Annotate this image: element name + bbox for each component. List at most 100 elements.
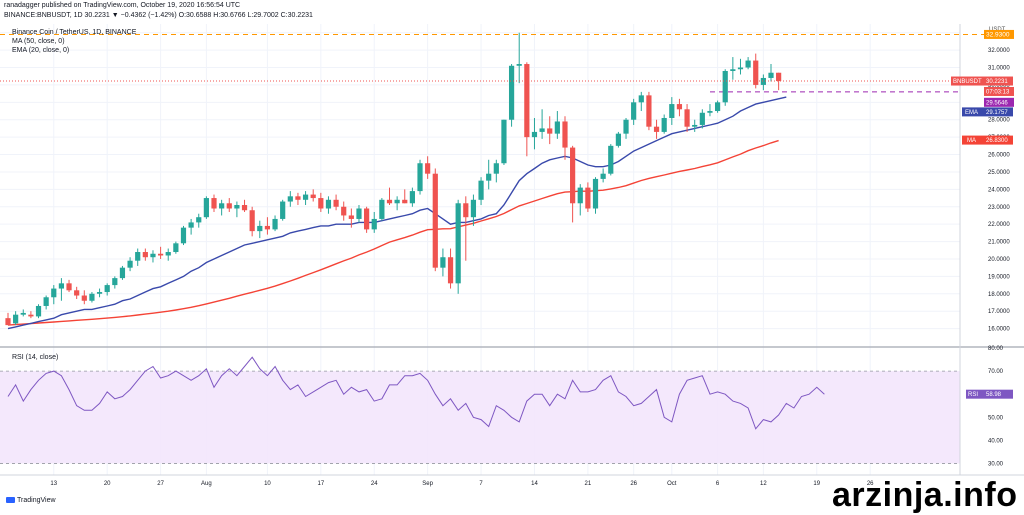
time-tick-label: 10 [264,481,271,487]
candle-up [516,64,522,66]
price-tick-label: 24.0000 [988,187,1010,193]
rsi-line [7,356,825,430]
candle-up [669,104,675,118]
price-tick-label: 28.0000 [988,118,1010,124]
candle-up [272,218,278,230]
rsi-badge [966,389,1013,399]
time-tick-label: 17 [317,481,324,487]
candle-down [570,147,576,204]
candle-up [196,217,202,223]
candle-down [318,198,324,209]
candle-down [653,126,660,132]
symbol-badge [951,76,1013,86]
time-tick-label: 12 [760,481,767,487]
rsi-indicator-label[interactable]: RSI (14, close) [12,354,59,361]
candle-up [608,145,614,174]
candle-up [302,194,309,200]
rsi-tick-label: 70.00 [988,369,1004,375]
time-tick-label: 7 [479,481,483,487]
candle-up [615,133,621,146]
candle-down [776,72,782,82]
candle-up [409,191,415,204]
price-tick-label: 21.0000 [988,240,1010,246]
candle-up [379,199,385,219]
candle-down [66,283,72,291]
candle-down [226,203,232,209]
ohlc-line: BINANCE:BNBUSDT, 1D 30.2231 ▼ −0.4362 (−… [4,12,313,19]
time-tick-label: 19 [813,481,820,487]
rsi-tick-label: 40.00 [988,438,1004,444]
candle-down [524,64,530,138]
rsi-tick-label: 50.00 [988,415,1004,421]
candle-up [699,112,705,125]
candle-up [89,293,95,301]
candle-up [531,131,538,138]
candle-up [127,260,133,268]
rsi-band [0,371,960,464]
candle-up [417,163,423,192]
candle-down [295,196,301,200]
time-tick-label: Sep [422,481,433,487]
candle-up [356,208,362,219]
candle-up [96,292,103,294]
price-tick-label: 26.0000 [988,153,1010,159]
candle-up [478,180,484,200]
time-tick-label: 14 [531,481,538,487]
candle-up [722,70,728,103]
candle-down [676,104,683,110]
time-tick-label: 21 [585,481,592,487]
candle-down [211,198,217,209]
candle-down [684,109,690,127]
candle-up [692,124,698,127]
countdown-badge [984,86,1014,96]
ma50-line [7,139,779,326]
candle-up [508,65,515,120]
candle-down [333,199,339,207]
time-tick-label: 26 [630,481,637,487]
price-tick-label: 25.0000 [988,170,1010,176]
candle-up [455,203,461,284]
candles-group [5,32,782,326]
time-tick-label: 26 [867,481,874,487]
time-tick-label: Oct [667,481,677,487]
symbol-title[interactable]: Binance Coin / TetherUS, 1D, BINANCE [12,29,137,36]
ema20-line [7,96,787,330]
time-tick-label: 24 [371,481,378,487]
rsi-badge-value: 58.98 [986,392,1002,398]
candle-up [486,173,492,181]
ema-indicator-label[interactable]: EMA (20, close, 0) [12,47,70,54]
rsi-badge-name: RSI [968,392,978,398]
ema-badge-name: EMA [965,110,978,116]
ma-indicator-label[interactable]: MA (50, close, 0) [12,38,65,45]
candle-up [180,227,187,244]
candle-down [753,60,759,85]
candle-up [501,119,507,164]
candle-up [287,196,293,202]
candle-down [646,95,652,127]
candle-down [28,314,34,317]
candle-down [74,290,80,296]
candle-up [280,201,286,219]
candle-down [585,187,591,209]
ma-badge [962,135,1013,145]
symbol-badge-price: 30.2231 [986,79,1008,85]
price-tick-label: 18.0000 [988,292,1010,298]
countdown-text: 07:03:13 [986,89,1010,95]
candle-up [539,128,545,132]
price-tick-label: 23.0000 [988,205,1010,211]
price-badges: 32.9300 BNBUSDT 30.2231 07:03:13 29.5646… [951,29,1014,399]
candle-up [135,252,141,261]
resistance-level-badge [984,29,1014,39]
rsi-tick-label: 30.00 [988,461,1004,467]
time-tick-label: 6 [716,481,720,487]
tradingview-logo[interactable]: TradingView [6,497,56,504]
candle-up [51,288,57,298]
tradingview-logo-icon [6,497,15,504]
candle-down [264,225,271,230]
candle-down [5,318,11,326]
candle-up [112,278,118,286]
candle-up [707,111,713,113]
support-level-text: 29.5646 [986,100,1008,106]
